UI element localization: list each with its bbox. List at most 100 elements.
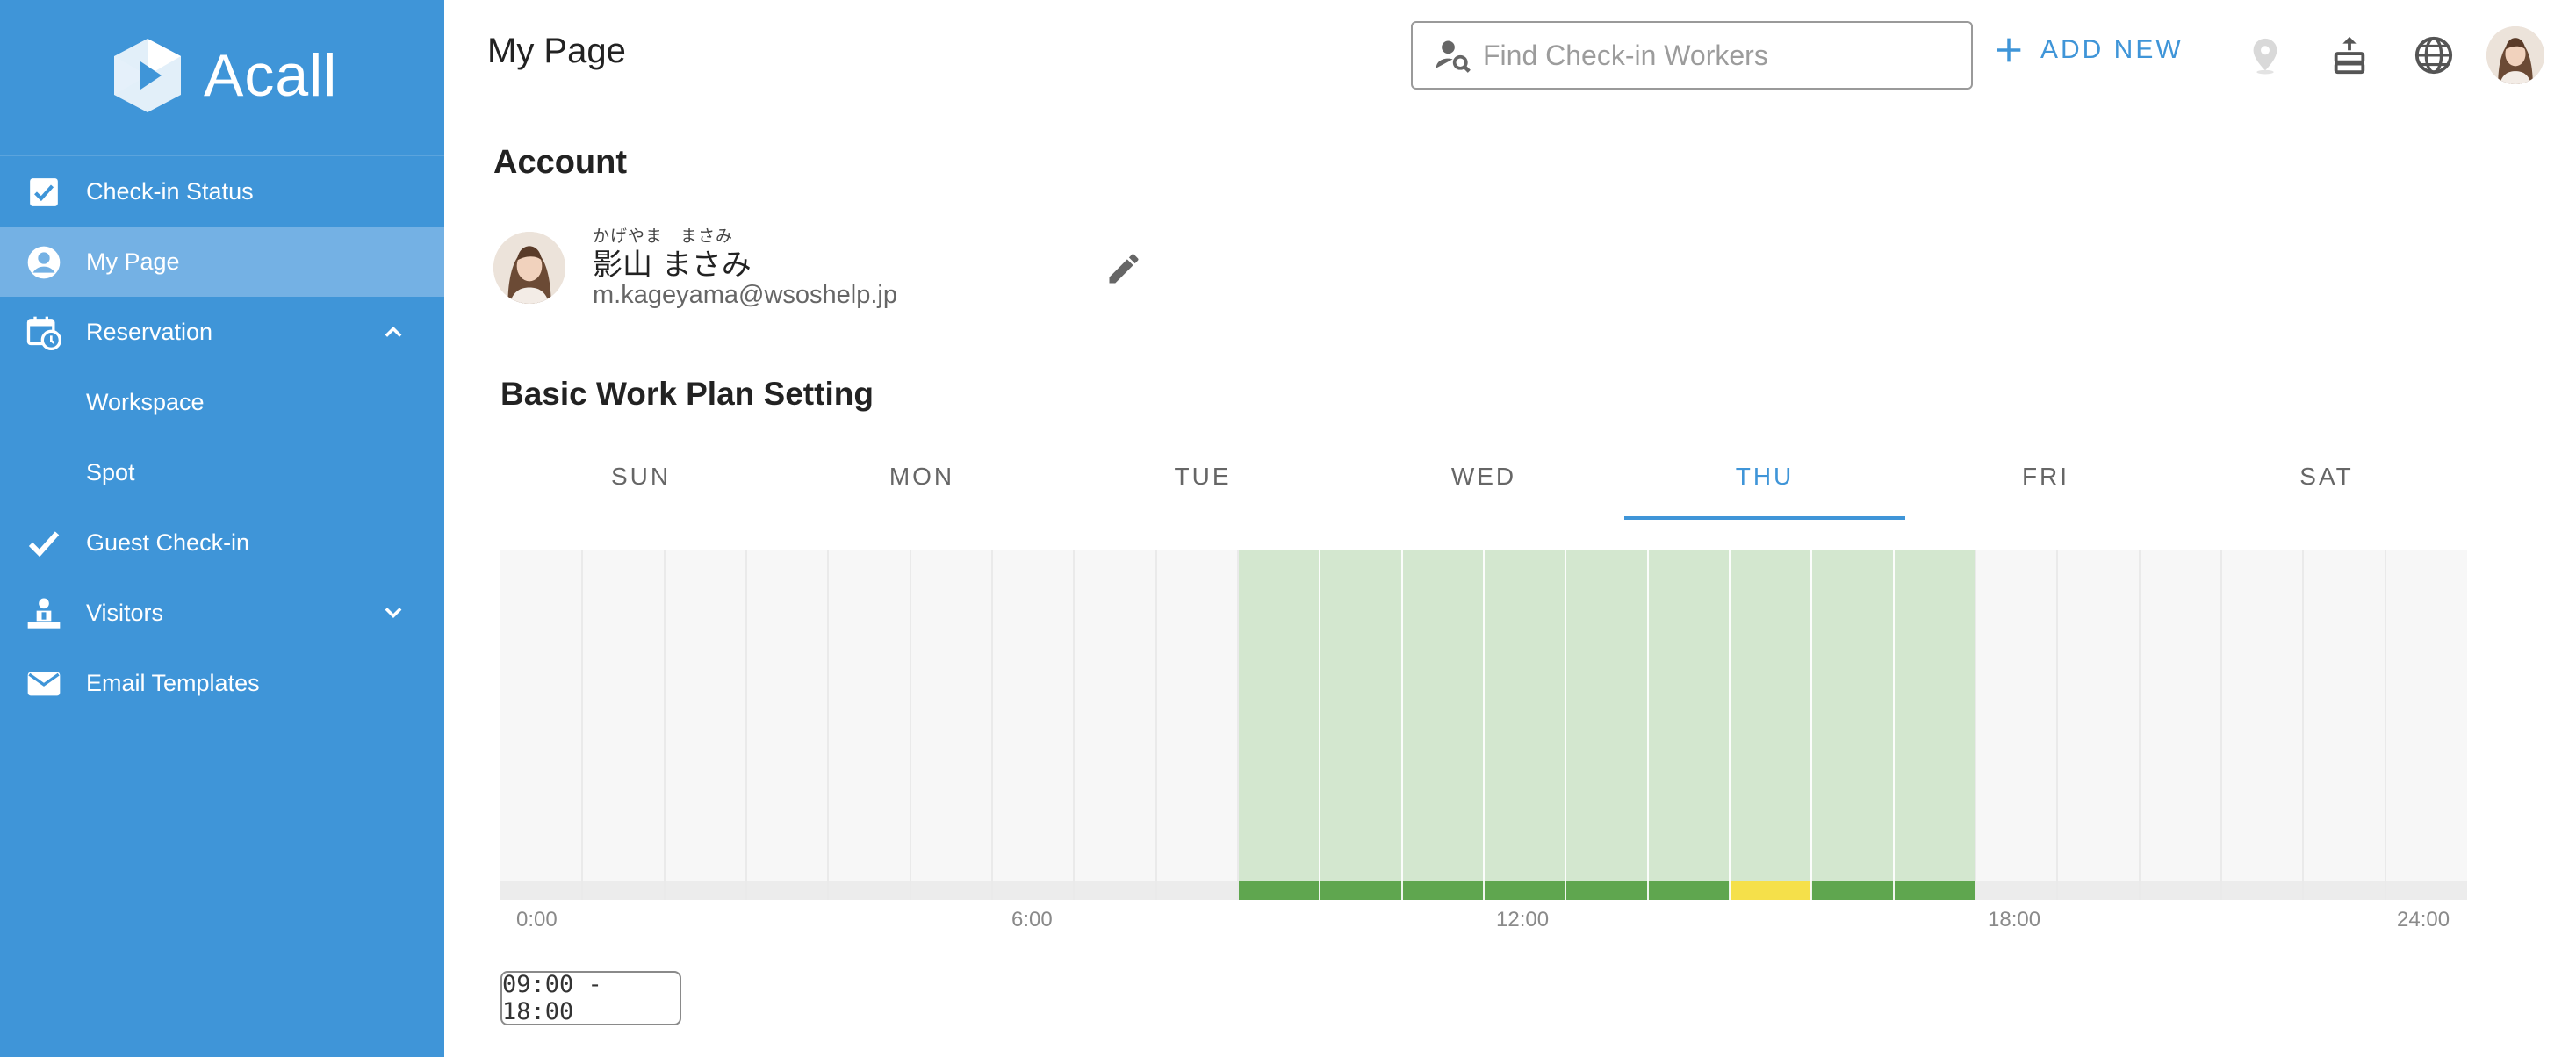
work-slot-fill[interactable]: [1934, 550, 1975, 881]
empty-slot-bar[interactable]: [2262, 881, 2304, 900]
sidebar-subitem-workspace[interactable]: Workspace: [0, 367, 444, 437]
empty-slot-bar[interactable]: [910, 881, 952, 900]
empty-slot-bar[interactable]: [2180, 881, 2221, 900]
work-slot-fill[interactable]: [1238, 550, 1279, 881]
empty-slot-bar[interactable]: [1197, 881, 1238, 900]
sidebar-subitem-spot[interactable]: Spot: [0, 437, 444, 507]
empty-slot-bar[interactable]: [500, 881, 542, 900]
empty-slot-bar[interactable]: [1155, 881, 1198, 900]
empty-slot-bar[interactable]: [2426, 881, 2467, 900]
hour-divider: [1237, 550, 1239, 900]
tab-wed[interactable]: WED: [1450, 463, 1517, 490]
acall-logo[interactable]: Acall: [105, 33, 337, 118]
work-slot-bar[interactable]: [1361, 881, 1402, 900]
search-input[interactable]: [1481, 38, 1959, 73]
empty-slot-bar[interactable]: [541, 881, 583, 900]
tab-sun[interactable]: SUN: [610, 463, 672, 490]
work-slot-fill[interactable]: [1524, 550, 1566, 881]
globe-icon[interactable]: [2414, 35, 2454, 76]
sidebar-item-check-in-status[interactable]: Check-in Status: [0, 156, 444, 226]
work-slot-bar[interactable]: [1893, 881, 1935, 900]
hour-divider: [745, 550, 747, 900]
work-slot-fill[interactable]: [1770, 550, 1812, 881]
work-slot-fill[interactable]: [1278, 550, 1320, 881]
work-slot-bar[interactable]: [1484, 881, 1525, 900]
sidebar-item-visitors[interactable]: Visitors: [0, 578, 444, 648]
sidebar-item-guest-check-in[interactable]: Guest Check-in: [0, 507, 444, 578]
empty-slot-bar[interactable]: [2016, 881, 2058, 900]
work-slot-bar[interactable]: [1565, 881, 1607, 900]
empty-slot-bar[interactable]: [746, 881, 788, 900]
empty-slot-bar[interactable]: [1115, 881, 1156, 900]
empty-slot-bar[interactable]: [2221, 881, 2263, 900]
search-box[interactable]: [1411, 21, 1973, 90]
highlight-slot-bar[interactable]: [1770, 881, 1812, 900]
work-slot-bar[interactable]: [1853, 881, 1894, 900]
work-range-label[interactable]: 09:00 - 18:00: [500, 971, 681, 1025]
transfer-tray-icon[interactable]: [2329, 35, 2370, 76]
work-slot-fill[interactable]: [1853, 550, 1894, 881]
tab-thu[interactable]: THU: [1624, 446, 1905, 520]
work-slot-bar[interactable]: [1688, 881, 1730, 900]
work-slot-fill[interactable]: [1893, 550, 1935, 881]
empty-slot-bar[interactable]: [1975, 881, 2017, 900]
tab-tue[interactable]: TUE: [1174, 463, 1232, 490]
work-slot-fill[interactable]: [1565, 550, 1607, 881]
work-slot-bar[interactable]: [1443, 881, 1484, 900]
work-slot-fill[interactable]: [1484, 550, 1525, 881]
work-slot-fill[interactable]: [1320, 550, 1361, 881]
hour-divider: [2056, 550, 2059, 900]
work-slot-bar[interactable]: [1278, 881, 1320, 900]
empty-slot-bar[interactable]: [705, 881, 746, 900]
work-slot-bar[interactable]: [1811, 881, 1853, 900]
work-slot-bar[interactable]: [1524, 881, 1566, 900]
empty-slot-bar[interactable]: [582, 881, 623, 900]
chevron-up-icon[interactable]: [379, 320, 407, 344]
hour-divider: [1810, 550, 1813, 900]
work-slot-fill[interactable]: [1647, 550, 1689, 881]
empty-slot-bar[interactable]: [2385, 881, 2427, 900]
empty-slot-bar[interactable]: [1074, 881, 1115, 900]
work-slot-fill[interactable]: [1688, 550, 1730, 881]
work-slot-fill[interactable]: [1401, 550, 1443, 881]
empty-slot-bar[interactable]: [828, 881, 869, 900]
empty-slot-bar[interactable]: [951, 881, 992, 900]
tab-fri[interactable]: FRI: [2021, 463, 2070, 490]
empty-slot-bar[interactable]: [2344, 881, 2385, 900]
edit-pencil-icon[interactable]: [1105, 249, 1143, 288]
sidebar-item-my-page[interactable]: My Page: [0, 226, 444, 297]
work-slot-fill[interactable]: [1607, 550, 1648, 881]
empty-slot-bar[interactable]: [869, 881, 910, 900]
empty-slot-bar[interactable]: [992, 881, 1033, 900]
tab-mon[interactable]: MON: [889, 463, 955, 490]
sidebar-item-label: Visitors: [86, 599, 164, 626]
empty-slot-bar[interactable]: [2303, 881, 2344, 900]
work-slot-bar[interactable]: [1238, 881, 1279, 900]
sidebar-item-email-templates[interactable]: Email Templates: [0, 648, 444, 718]
empty-slot-bar[interactable]: [2098, 881, 2140, 900]
empty-slot-bar[interactable]: [623, 881, 665, 900]
work-slot-fill[interactable]: [1811, 550, 1853, 881]
empty-slot-bar[interactable]: [664, 881, 706, 900]
person-search-icon: [1436, 40, 1471, 73]
work-slot-bar[interactable]: [1607, 881, 1648, 900]
work-slot-fill[interactable]: [1443, 550, 1484, 881]
header-avatar[interactable]: [2486, 26, 2544, 84]
empty-slot-bar[interactable]: [1033, 881, 1075, 900]
work-slot-bar[interactable]: [1320, 881, 1361, 900]
location-pin-icon[interactable]: [2245, 35, 2285, 76]
highlight-slot-bar[interactable]: [1730, 881, 1771, 900]
work-slot-bar[interactable]: [1647, 881, 1689, 900]
tab-sat[interactable]: SAT: [2299, 463, 2354, 490]
work-slot-bar[interactable]: [1401, 881, 1443, 900]
add-new-button[interactable]: ADD NEW: [1995, 35, 2184, 65]
empty-slot-bar[interactable]: [787, 881, 829, 900]
empty-slot-bar[interactable]: [2139, 881, 2181, 900]
sidebar-item-reservation[interactable]: Reservation: [0, 297, 444, 367]
empty-slot-bar[interactable]: [2057, 881, 2098, 900]
work-schedule-timeline[interactable]: [500, 550, 2467, 900]
work-slot-bar[interactable]: [1934, 881, 1975, 900]
work-slot-fill[interactable]: [1361, 550, 1402, 881]
work-slot-fill[interactable]: [1730, 550, 1771, 881]
chevron-down-icon[interactable]: [379, 600, 407, 625]
